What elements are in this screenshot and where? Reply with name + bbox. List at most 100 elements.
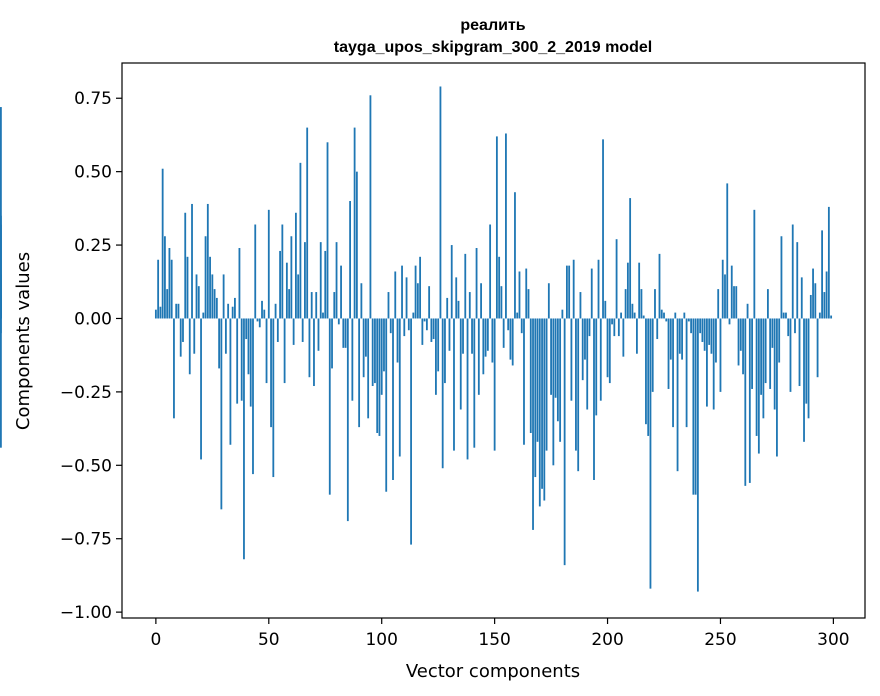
- bar-40: [245, 318, 248, 340]
- bar-105: [392, 318, 394, 480]
- bar-240: [696, 318, 699, 592]
- bar-285: [798, 318, 801, 387]
- bar-109: [401, 265, 403, 319]
- bar-165: [527, 289, 530, 319]
- bar-217: [645, 318, 647, 425]
- bar-171: [541, 318, 543, 489]
- bar-276: [778, 318, 781, 363]
- bar-187: [577, 318, 580, 472]
- bar-291: [812, 268, 814, 319]
- bar-206: [620, 312, 622, 319]
- bar-241: [699, 318, 702, 334]
- bar-258: [737, 318, 740, 366]
- bar-14: [186, 256, 189, 319]
- bar-6: [168, 248, 171, 319]
- bar-108: [398, 318, 401, 457]
- bar-173: [545, 318, 548, 451]
- x-axis-ticks: 0 50 100 150 200 250 300: [150, 618, 850, 650]
- bar-89: [355, 171, 358, 319]
- bar-35: [234, 297, 236, 319]
- chart-title: реалить: [460, 17, 525, 34]
- bar-10: [177, 303, 180, 319]
- bar-39: [243, 318, 245, 560]
- bar-292: [814, 283, 817, 319]
- bar-148: [489, 224, 492, 319]
- x-tick-label: 250: [704, 630, 736, 650]
- bar-205: [617, 318, 620, 337]
- bar-27: [215, 297, 218, 319]
- bar-245: [708, 318, 711, 345]
- bar-114: [412, 312, 415, 319]
- bar-121: [428, 286, 431, 319]
- bar-61: [292, 318, 295, 345]
- bar-78: [331, 318, 333, 369]
- bar-211: [631, 303, 634, 319]
- bar-58: [285, 262, 288, 319]
- bar-84: [344, 318, 347, 348]
- bar-0: [154, 309, 157, 319]
- bar-283: [794, 318, 796, 334]
- bar-23: [206, 203, 209, 319]
- bar-undefined: [0, 107, 2, 319]
- bar-279: [785, 312, 787, 319]
- bar-170: [538, 318, 541, 507]
- bar-275: [776, 318, 778, 457]
- bar-224: [660, 309, 663, 319]
- bar-13: [184, 212, 187, 319]
- bar-252: [724, 274, 726, 319]
- bar-30: [222, 274, 225, 319]
- bar-289: [807, 318, 810, 419]
- bar-128: [444, 318, 446, 384]
- bar-182: [565, 265, 568, 319]
- bar-234: [683, 312, 686, 319]
- chart-subtitle: tayga_upos_skipgram_300_2_2019 model: [334, 39, 652, 56]
- bar-117: [419, 256, 422, 319]
- bar-98: [376, 318, 379, 433]
- bar-157: [509, 318, 512, 360]
- bar-71: [315, 292, 318, 319]
- bar-101: [383, 318, 385, 372]
- bar-147: [486, 318, 489, 351]
- bar-113: [410, 318, 412, 545]
- bar-175: [550, 318, 552, 395]
- bar-262: [746, 303, 749, 319]
- bar-134: [457, 300, 460, 319]
- bar-200: [606, 318, 609, 378]
- bar-213: [636, 318, 638, 354]
- bar-159: [514, 192, 516, 319]
- bar-193: [590, 268, 593, 319]
- bar-226: [665, 318, 668, 322]
- bar-126: [439, 86, 442, 319]
- bar-18: [195, 274, 198, 319]
- bar-163: [523, 318, 525, 445]
- bar-166: [529, 318, 532, 433]
- bar-81: [337, 318, 340, 325]
- x-tick-label: 150: [478, 630, 510, 650]
- bar-107: [396, 318, 399, 363]
- bar-130: [448, 318, 451, 351]
- bar-124: [435, 318, 437, 395]
- bar-277: [780, 236, 783, 319]
- bar-251: [721, 259, 724, 319]
- bar-158: [511, 318, 514, 366]
- bar-209: [626, 262, 629, 319]
- bar-259: [739, 318, 742, 351]
- bar-238: [692, 318, 695, 495]
- bar-162: [520, 318, 523, 334]
- bar-297: [825, 271, 828, 319]
- bar-260: [742, 318, 744, 375]
- bar-51: [270, 318, 272, 428]
- x-tick-label: 100: [365, 630, 397, 650]
- bar-75: [324, 250, 327, 319]
- bar-212: [633, 312, 636, 319]
- bar-155: [505, 133, 507, 319]
- bar-47: [261, 300, 263, 319]
- bar-177: [554, 318, 557, 398]
- bar-197: [599, 318, 602, 401]
- bar-94: [367, 318, 370, 419]
- bar-181: [563, 318, 566, 566]
- bar-210: [629, 198, 632, 319]
- y-axis-ticks: −1.00 −0.75 −0.50 −0.25 0.00 0.25 0.50 0.75: [60, 89, 122, 623]
- bar-17: [193, 318, 196, 354]
- bar-143: [477, 318, 480, 395]
